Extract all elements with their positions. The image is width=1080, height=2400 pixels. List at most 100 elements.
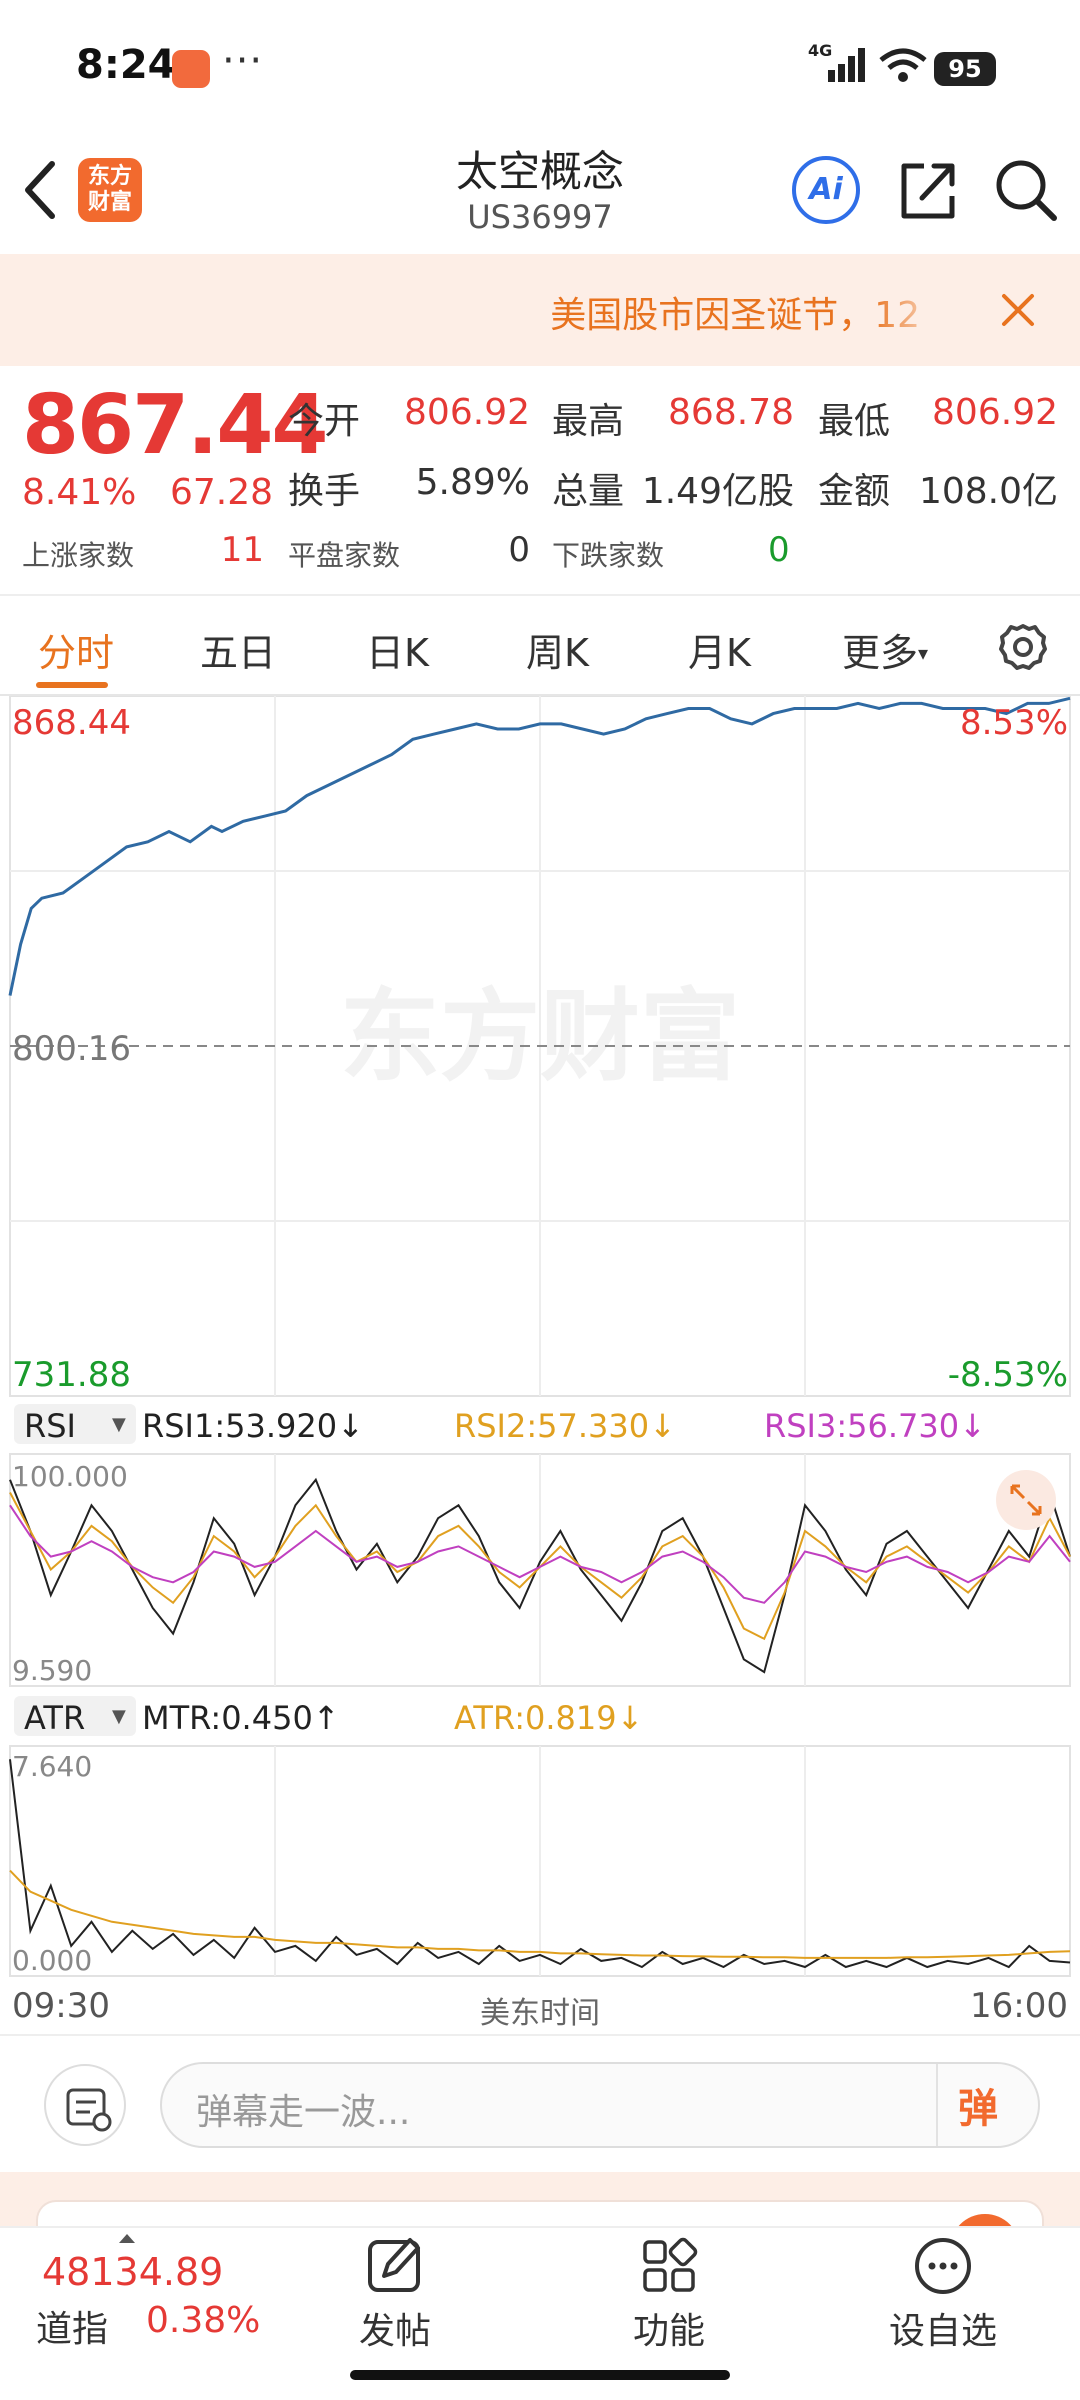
nav-add-watchlist[interactable]: 设自选 (878, 2232, 1008, 2354)
rsi1-line (9, 1477, 1071, 1674)
danmu-input[interactable] (160, 2062, 1040, 2148)
pct-top-label: 8.53% (960, 703, 1068, 743)
change-percent: 8.41% (22, 472, 137, 513)
logo-text-top: 东方 (87, 164, 132, 189)
search-icon[interactable] (994, 158, 1058, 222)
tab-weekly-k[interactable]: 周K (526, 631, 589, 675)
advancers-label: 上涨家数 (22, 539, 135, 572)
wifi-icon (879, 48, 927, 82)
index-change-percent[interactable]: 0.38% (146, 2300, 261, 2341)
danmu-toggle-button[interactable]: 弹 (958, 2076, 998, 2134)
y-top-label: 868.44 (12, 703, 131, 743)
rsi-selector[interactable] (14, 1404, 136, 1444)
danmu-placeholder[interactable]: 弹幕走一波... (196, 2092, 411, 2133)
mtr-line (9, 1759, 1071, 1969)
nav-functions-label: 功能 (632, 2311, 705, 2352)
cellular-signal-icon: 4G (808, 41, 865, 82)
share-icon[interactable] (898, 158, 958, 222)
more-notifications-indicator: ··· (222, 38, 264, 84)
volume-value: 1.49亿股 (641, 471, 794, 512)
y-bottom-label: 731.88 (12, 1355, 131, 1395)
decliners-label: 下跌家数 (552, 539, 665, 572)
volume-label: 总量 (552, 471, 625, 512)
rsi-top-label: 100.000 (12, 1460, 128, 1493)
more-circle-icon (915, 2238, 971, 2294)
tab-monthly-k[interactable]: 月K (688, 631, 751, 675)
notification-app-icon (172, 50, 210, 88)
low-label: 最低 (818, 401, 891, 442)
amount-label: 金额 (818, 471, 891, 512)
decliners-value: 0 (768, 530, 790, 570)
close-icon[interactable] (998, 290, 1038, 330)
battery-indicator: 95 (934, 52, 996, 86)
tab-five-day[interactable]: 五日 (200, 631, 277, 675)
expand-chart-button[interactable] (996, 1470, 1056, 1530)
open-value: 806.92 (404, 392, 530, 433)
atr-bottom-label: 0.000 (12, 1944, 92, 1977)
expand-icon (1010, 1484, 1042, 1516)
nav-functions[interactable]: 功能 (614, 2232, 724, 2354)
mtr-label: MTR:0.450↑ (142, 1699, 340, 1737)
tab-daily-k[interactable]: 日K (366, 631, 429, 675)
nav-add-watchlist-label: 设自选 (888, 2311, 997, 2352)
home-indicator (350, 2370, 730, 2380)
danmu-divider (936, 2064, 938, 2146)
tab-intraday[interactable]: 分时 (38, 631, 115, 675)
pct-bottom-label: -8.53% (948, 1355, 1068, 1395)
watermark: 东方财富 (340, 978, 740, 1095)
caret-down-icon: ▼ (112, 1706, 126, 1727)
logo-text-bottom: 财富 (87, 190, 132, 215)
edit-post-icon (368, 2238, 420, 2292)
nav-post-label: 发帖 (358, 2311, 431, 2352)
notice-text[interactable]: 美国股市因圣诞节，12 (550, 295, 920, 336)
rsi3-label: RSI3:56.730↓ (764, 1407, 986, 1445)
tabs-bottom-divider (0, 694, 1080, 696)
x-axis-end-label: 16:00 (970, 1986, 1068, 2026)
x-axis-start-label: 09:30 (12, 1986, 110, 2026)
rsi2-label: RSI2:57.330↓ (454, 1407, 676, 1445)
atr-line (9, 1869, 1071, 1959)
flat-value: 0 (508, 530, 530, 570)
comment-bar-divider (0, 2034, 1080, 2036)
rsi3-line (9, 1504, 1071, 1604)
index-value[interactable]: 48134.89 (42, 2250, 224, 2294)
status-time: 8:24 (76, 42, 176, 88)
rsi1-label: RSI1:53.920↓ (142, 1407, 364, 1445)
low-value: 806.92 (932, 392, 1058, 433)
atr-panel-grid (9, 1745, 1071, 1977)
caret-down-icon: ▾ (918, 641, 929, 665)
stock-code: US36997 (467, 198, 613, 236)
flat-label: 平盘家数 (288, 539, 401, 572)
message-list-icon (66, 2088, 112, 2132)
page-title: 太空概念 (455, 147, 624, 196)
high-value: 868.78 (668, 392, 794, 433)
tabs-top-divider (0, 594, 1080, 596)
y-mid-label: 800.16 (12, 1029, 131, 1069)
rsi-panel-grid (9, 1453, 1071, 1687)
advancers-value: 11 (220, 530, 264, 570)
caret-up-icon[interactable] (118, 2232, 136, 2244)
tab-more[interactable]: 更多▾ (842, 622, 928, 677)
atr-selector[interactable] (14, 1696, 136, 1736)
atr-label: ATR:0.819↓ (454, 1699, 643, 1737)
active-tab-indicator (36, 682, 108, 688)
app-logo[interactable]: 东方 财富 (78, 158, 142, 222)
danmu-list-button[interactable] (44, 2064, 126, 2146)
back-arrow-icon[interactable] (18, 156, 62, 224)
tab-more-label: 更多 (842, 631, 919, 675)
intraday-price-line (8, 696, 1071, 996)
gear-icon[interactable] (998, 622, 1048, 672)
network-type-label: 4G (808, 41, 832, 60)
notice-fade-overlay (870, 254, 950, 366)
open-label: 今开 (288, 401, 361, 442)
atr-selector-label: ATR (24, 1699, 85, 1737)
atr-lines (9, 1759, 1071, 1969)
current-price: 867.44 (22, 378, 328, 473)
turnover-value: 5.89% (415, 462, 530, 503)
high-label: 最高 (552, 401, 625, 442)
ai-assistant-button[interactable]: Ai (792, 156, 860, 224)
nav-post[interactable]: 发帖 (340, 2232, 450, 2354)
index-name[interactable]: 道指 (36, 2309, 109, 2350)
chart-area[interactable]: 东方财富 868.44 800.16 731.88 8.53% -8.53% R… (0, 696, 1080, 1986)
turnover-label: 换手 (288, 471, 361, 512)
